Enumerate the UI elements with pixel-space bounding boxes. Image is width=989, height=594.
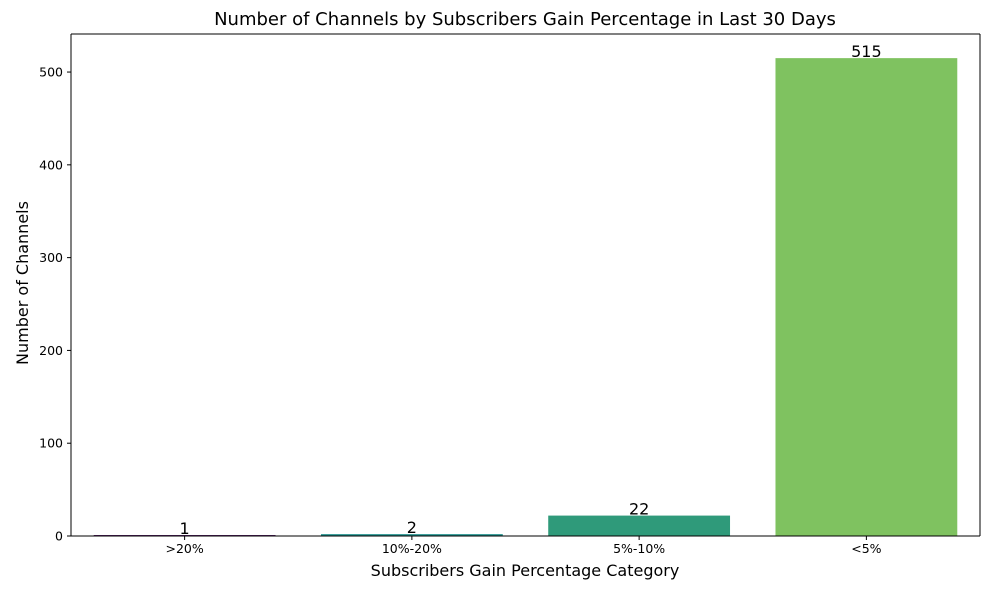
data-label-0: 1 bbox=[180, 519, 190, 538]
data-label-1: 2 bbox=[407, 518, 417, 537]
x-tick-label-3: <5% bbox=[851, 541, 881, 556]
data-label-3: 515 bbox=[851, 42, 882, 61]
chart-title: Number of Channels by Subscribers Gain P… bbox=[214, 9, 836, 30]
y-axis-label: Number of Channels bbox=[13, 201, 32, 365]
y-tick-label-3: 300 bbox=[39, 250, 63, 265]
x-tick-label-2: 5%-10% bbox=[613, 541, 665, 556]
bar-1 bbox=[320, 534, 503, 536]
data-label-2: 22 bbox=[629, 500, 649, 519]
y-tick-label-5: 500 bbox=[39, 65, 63, 80]
bar-2 bbox=[548, 515, 731, 536]
x-tick-label-1: 10%-20% bbox=[382, 541, 442, 556]
y-tick-label-0: 0 bbox=[55, 529, 63, 544]
x-axis-label: Subscribers Gain Percentage Category bbox=[371, 561, 680, 580]
bar-3 bbox=[775, 58, 958, 536]
y-tick-label-1: 100 bbox=[39, 436, 63, 451]
x-tick-label-0: >20% bbox=[165, 541, 203, 556]
y-tick-label-4: 400 bbox=[39, 157, 63, 172]
y-tick-label-2: 200 bbox=[39, 343, 63, 358]
